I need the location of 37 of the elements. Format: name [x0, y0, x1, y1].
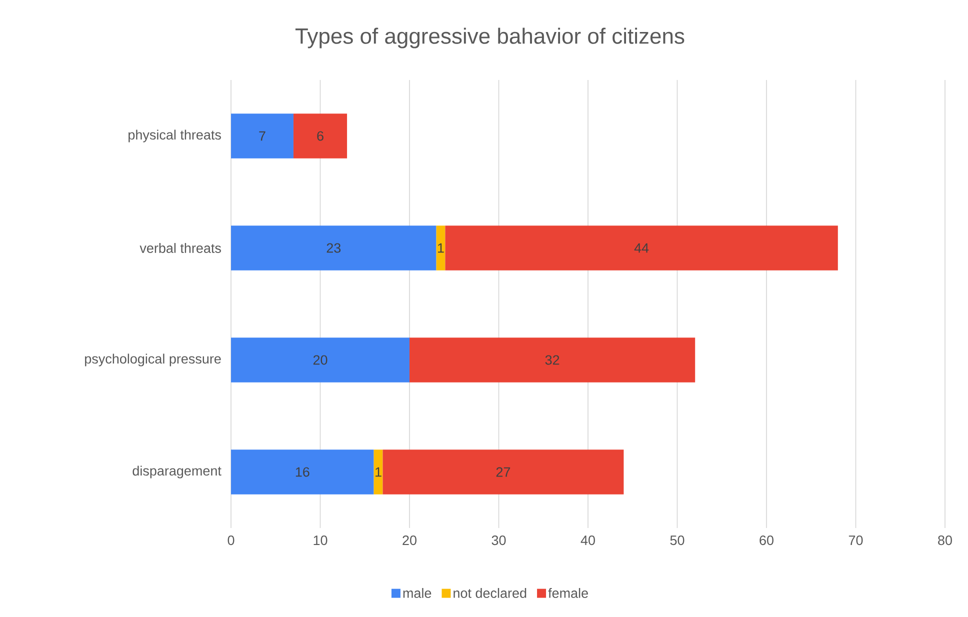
bar: [374, 450, 383, 494]
data-label: 16: [296, 467, 310, 477]
legend-label: not declared: [454, 588, 526, 598]
y-tick-label: verbal threats: [140, 243, 221, 253]
x-tick-label: 0: [228, 536, 234, 546]
data-label: 20: [313, 355, 328, 365]
x-tick-label: 50: [670, 536, 684, 546]
y-tick-label: physical threats: [128, 130, 221, 142]
x-tick-label: 80: [938, 536, 952, 546]
data-label: 1: [376, 467, 382, 477]
y-tick-label: psychological pressure: [85, 354, 221, 366]
x-tick-label: 40: [580, 536, 595, 546]
x-tick-label: 60: [760, 536, 774, 546]
data-label: 32: [545, 355, 560, 365]
data-label: 6: [317, 131, 324, 141]
legend-label: female: [548, 588, 588, 598]
data-label: 7: [259, 131, 266, 141]
data-label: 44: [634, 243, 649, 253]
bar: [231, 226, 436, 270]
bar: [231, 450, 374, 494]
bar: [436, 226, 446, 270]
data-label: 1: [438, 243, 444, 253]
bar: [293, 114, 348, 158]
x-tick-label: 20: [402, 536, 416, 546]
data-label: 27: [496, 467, 510, 477]
bar: [382, 450, 624, 494]
bar: [231, 338, 410, 382]
y-tick-label: disparagement: [132, 466, 222, 478]
bar: [410, 338, 696, 382]
x-tick-label: 70: [848, 536, 863, 546]
chart-title: Types of aggressive bahavior of citizens: [295, 28, 684, 48]
bar: [231, 114, 294, 158]
bar: [445, 226, 838, 270]
legend-label: male: [403, 588, 432, 598]
x-tick-label: 10: [314, 536, 328, 546]
x-tick-label: 30: [492, 536, 506, 546]
data-label: 23: [326, 243, 341, 253]
